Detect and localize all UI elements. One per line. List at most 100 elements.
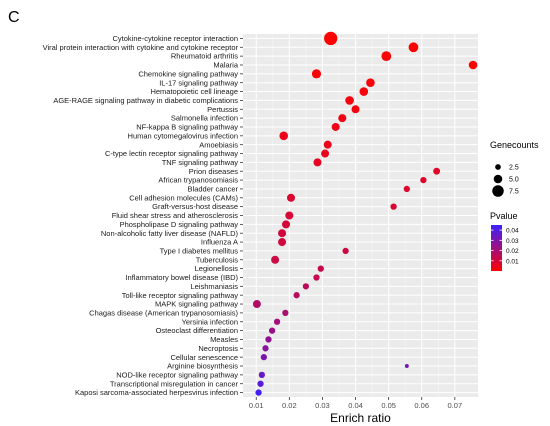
data-point (262, 345, 269, 352)
data-point (279, 131, 289, 141)
y-tick-label: TNF signaling pathway (162, 158, 239, 167)
data-point (268, 327, 276, 334)
data-point (271, 255, 280, 264)
y-axis-labels: Cytokine-cytokine receptor interactionVi… (43, 34, 243, 397)
data-point (282, 309, 289, 317)
y-tick-label: Amoebiasis (199, 140, 238, 149)
y-tick-label: Leishmaniasis (190, 282, 238, 291)
color-legend-label: 0.01 (506, 258, 519, 265)
data-point (408, 42, 419, 53)
grid-lines (243, 34, 478, 397)
color-legend-label: 0.04 (506, 228, 519, 235)
data-point (345, 96, 354, 105)
data-point (338, 114, 347, 123)
y-tick-label: C-type lectin receptor signaling pathway (105, 149, 238, 158)
y-tick-label: Hematopoietic cell lineage (150, 87, 238, 96)
data-point (258, 371, 266, 379)
data-point (257, 380, 264, 387)
data-point (317, 265, 324, 272)
y-tick-label: Transcriptional misregulation in cancer (110, 379, 239, 388)
size-legend-dot (493, 174, 503, 184)
size-legend-label: 7.5 (509, 189, 519, 196)
size-legend: Genecounts 2.5 5.0 7.5 (490, 140, 539, 197)
data-point (260, 354, 267, 361)
data-point (252, 300, 261, 309)
color-legend: Pvalue 0.01 0.02 0.03 0.04 (490, 211, 519, 271)
y-tick-label: Toll-like receptor signaling pathway (122, 291, 239, 300)
data-point (381, 51, 392, 62)
data-point (278, 229, 287, 238)
y-tick-label: Human cytomegalovirus infection (128, 131, 238, 140)
y-tick-label: Viral protein interaction with cytokine … (43, 43, 239, 52)
y-tick-label: Chemokine signaling pathway (138, 69, 238, 78)
y-tick-label: Yersinia infection (182, 317, 238, 326)
y-tick-label: NOD-like receptor signaling pathway (116, 370, 238, 379)
data-point (265, 336, 272, 343)
y-tick-label: Osteoclast differentiation (156, 326, 238, 335)
y-tick-label: Non-alcoholic fatty liver disease (NAFLD… (101, 229, 239, 238)
y-tick-label: AGE-RAGE signaling pathway in diabetic c… (53, 96, 238, 105)
data-point (390, 203, 397, 210)
x-tick-label: 0.01 (249, 401, 264, 410)
data-point (359, 87, 369, 96)
y-tick-label: Inflammatory bowel disease (IBD) (125, 273, 238, 282)
y-tick-label: Salmonella infection (171, 114, 238, 123)
y-tick-label: Cytokine-cytokine receptor interaction (113, 34, 238, 43)
x-tick-label: 0.07 (448, 401, 463, 410)
x-axis-ticks: 0.01 0.02 0.03 0.04 0.05 0.06 0.07 (249, 397, 462, 410)
data-point (255, 389, 262, 396)
data-point (403, 185, 410, 193)
data-point (324, 31, 338, 46)
y-tick-label: African trypanosomiasis (158, 176, 238, 185)
y-tick-label: Rheumatoid arthritis (171, 52, 238, 61)
data-points (252, 31, 478, 396)
y-tick-label: Necroptosis (198, 344, 238, 353)
y-tick-label: NF-kappa B signaling pathway (136, 123, 238, 132)
y-tick-label: Pertussis (207, 105, 238, 114)
y-tick-label: Prion diseases (189, 167, 238, 176)
data-point (293, 292, 300, 299)
y-tick-label: Type I diabetes mellitus (160, 247, 239, 256)
data-point (313, 274, 320, 281)
data-point (366, 78, 375, 87)
data-point (282, 220, 291, 229)
x-tick-label: 0.04 (348, 401, 363, 410)
panel-label: C (8, 9, 20, 26)
data-point (286, 193, 296, 202)
size-legend-label: 2.5 (509, 165, 519, 172)
y-tick-label: Cell adhesion molecules (CAMs) (129, 193, 238, 202)
x-tick-label: 0.03 (315, 401, 330, 410)
y-tick-label: Arginine biosynthesis (167, 362, 238, 371)
data-point (342, 247, 349, 255)
y-tick-label: IL-17 signaling pathway (159, 78, 238, 87)
y-tick-label: Phospholipase D signaling pathway (120, 220, 239, 229)
data-point (331, 122, 340, 131)
size-legend-label: 5.0 (509, 177, 519, 184)
y-tick-label: Chagas disease (American trypanosomiasis… (89, 308, 238, 317)
y-tick-label: Tuberculosis (196, 255, 238, 264)
y-tick-label: Cellular senescence (170, 353, 238, 362)
data-point (351, 105, 360, 114)
y-tick-label: Graft-versus-host disease (152, 202, 238, 211)
size-legend-title: Genecounts (490, 140, 539, 150)
data-point (302, 283, 310, 290)
data-point (321, 149, 330, 158)
size-legend-dot (495, 164, 501, 170)
y-tick-label: Measles (210, 335, 238, 344)
size-legend-dot (492, 185, 504, 197)
data-point (278, 238, 287, 247)
y-tick-label: Legionellosis (195, 264, 239, 273)
x-tick-label: 0.02 (282, 401, 297, 410)
x-axis-title: Enrich ratio (330, 411, 391, 425)
data-point (433, 167, 441, 175)
y-tick-label: Kaposi sarcoma-associated herpesvirus in… (75, 388, 238, 397)
y-tick-label: Malaria (213, 61, 238, 70)
data-point (313, 158, 322, 167)
y-tick-label: Fluid shear stress and atherosclerosis (112, 211, 239, 220)
y-tick-label: Bladder cancer (188, 185, 239, 194)
data-point (323, 140, 332, 149)
data-point (468, 60, 478, 70)
data-point (273, 318, 281, 325)
color-bar (491, 225, 502, 271)
